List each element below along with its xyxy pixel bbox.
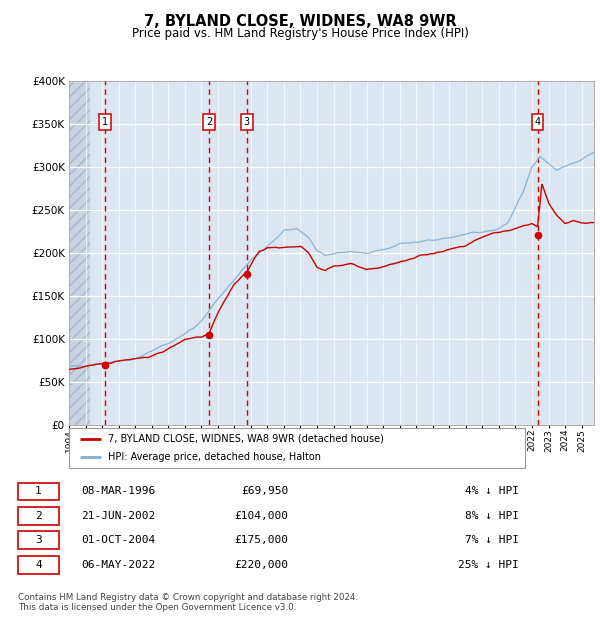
Text: 2: 2 [35,511,42,521]
Text: 25% ↓ HPI: 25% ↓ HPI [458,560,519,570]
Text: £69,950: £69,950 [241,487,289,497]
Text: 4: 4 [35,560,42,570]
FancyBboxPatch shape [18,531,59,549]
Text: 7% ↓ HPI: 7% ↓ HPI [465,535,519,546]
Text: Price paid vs. HM Land Registry's House Price Index (HPI): Price paid vs. HM Land Registry's House … [131,27,469,40]
Text: 06-MAY-2022: 06-MAY-2022 [81,560,155,570]
Text: £220,000: £220,000 [235,560,289,570]
FancyBboxPatch shape [18,507,59,525]
Text: 4: 4 [535,117,541,127]
Text: 3: 3 [244,117,250,127]
Text: £104,000: £104,000 [235,511,289,521]
Text: 2: 2 [206,117,212,127]
Text: HPI: Average price, detached house, Halton: HPI: Average price, detached house, Halt… [108,452,321,463]
Text: 4% ↓ HPI: 4% ↓ HPI [465,487,519,497]
Text: 21-JUN-2002: 21-JUN-2002 [81,511,155,521]
Text: 7, BYLAND CLOSE, WIDNES, WA8 9WR: 7, BYLAND CLOSE, WIDNES, WA8 9WR [143,14,457,29]
Text: 08-MAR-1996: 08-MAR-1996 [81,487,155,497]
Text: Contains HM Land Registry data © Crown copyright and database right 2024.
This d: Contains HM Land Registry data © Crown c… [18,593,358,612]
FancyBboxPatch shape [18,482,59,500]
Text: 7, BYLAND CLOSE, WIDNES, WA8 9WR (detached house): 7, BYLAND CLOSE, WIDNES, WA8 9WR (detach… [108,433,383,444]
Text: 1: 1 [35,487,42,497]
Bar [69,81,91,425]
Text: 3: 3 [35,535,42,546]
Text: 8% ↓ HPI: 8% ↓ HPI [465,511,519,521]
FancyBboxPatch shape [18,556,59,574]
Text: 1: 1 [102,117,108,127]
Text: 01-OCT-2004: 01-OCT-2004 [81,535,155,546]
Text: £175,000: £175,000 [235,535,289,546]
